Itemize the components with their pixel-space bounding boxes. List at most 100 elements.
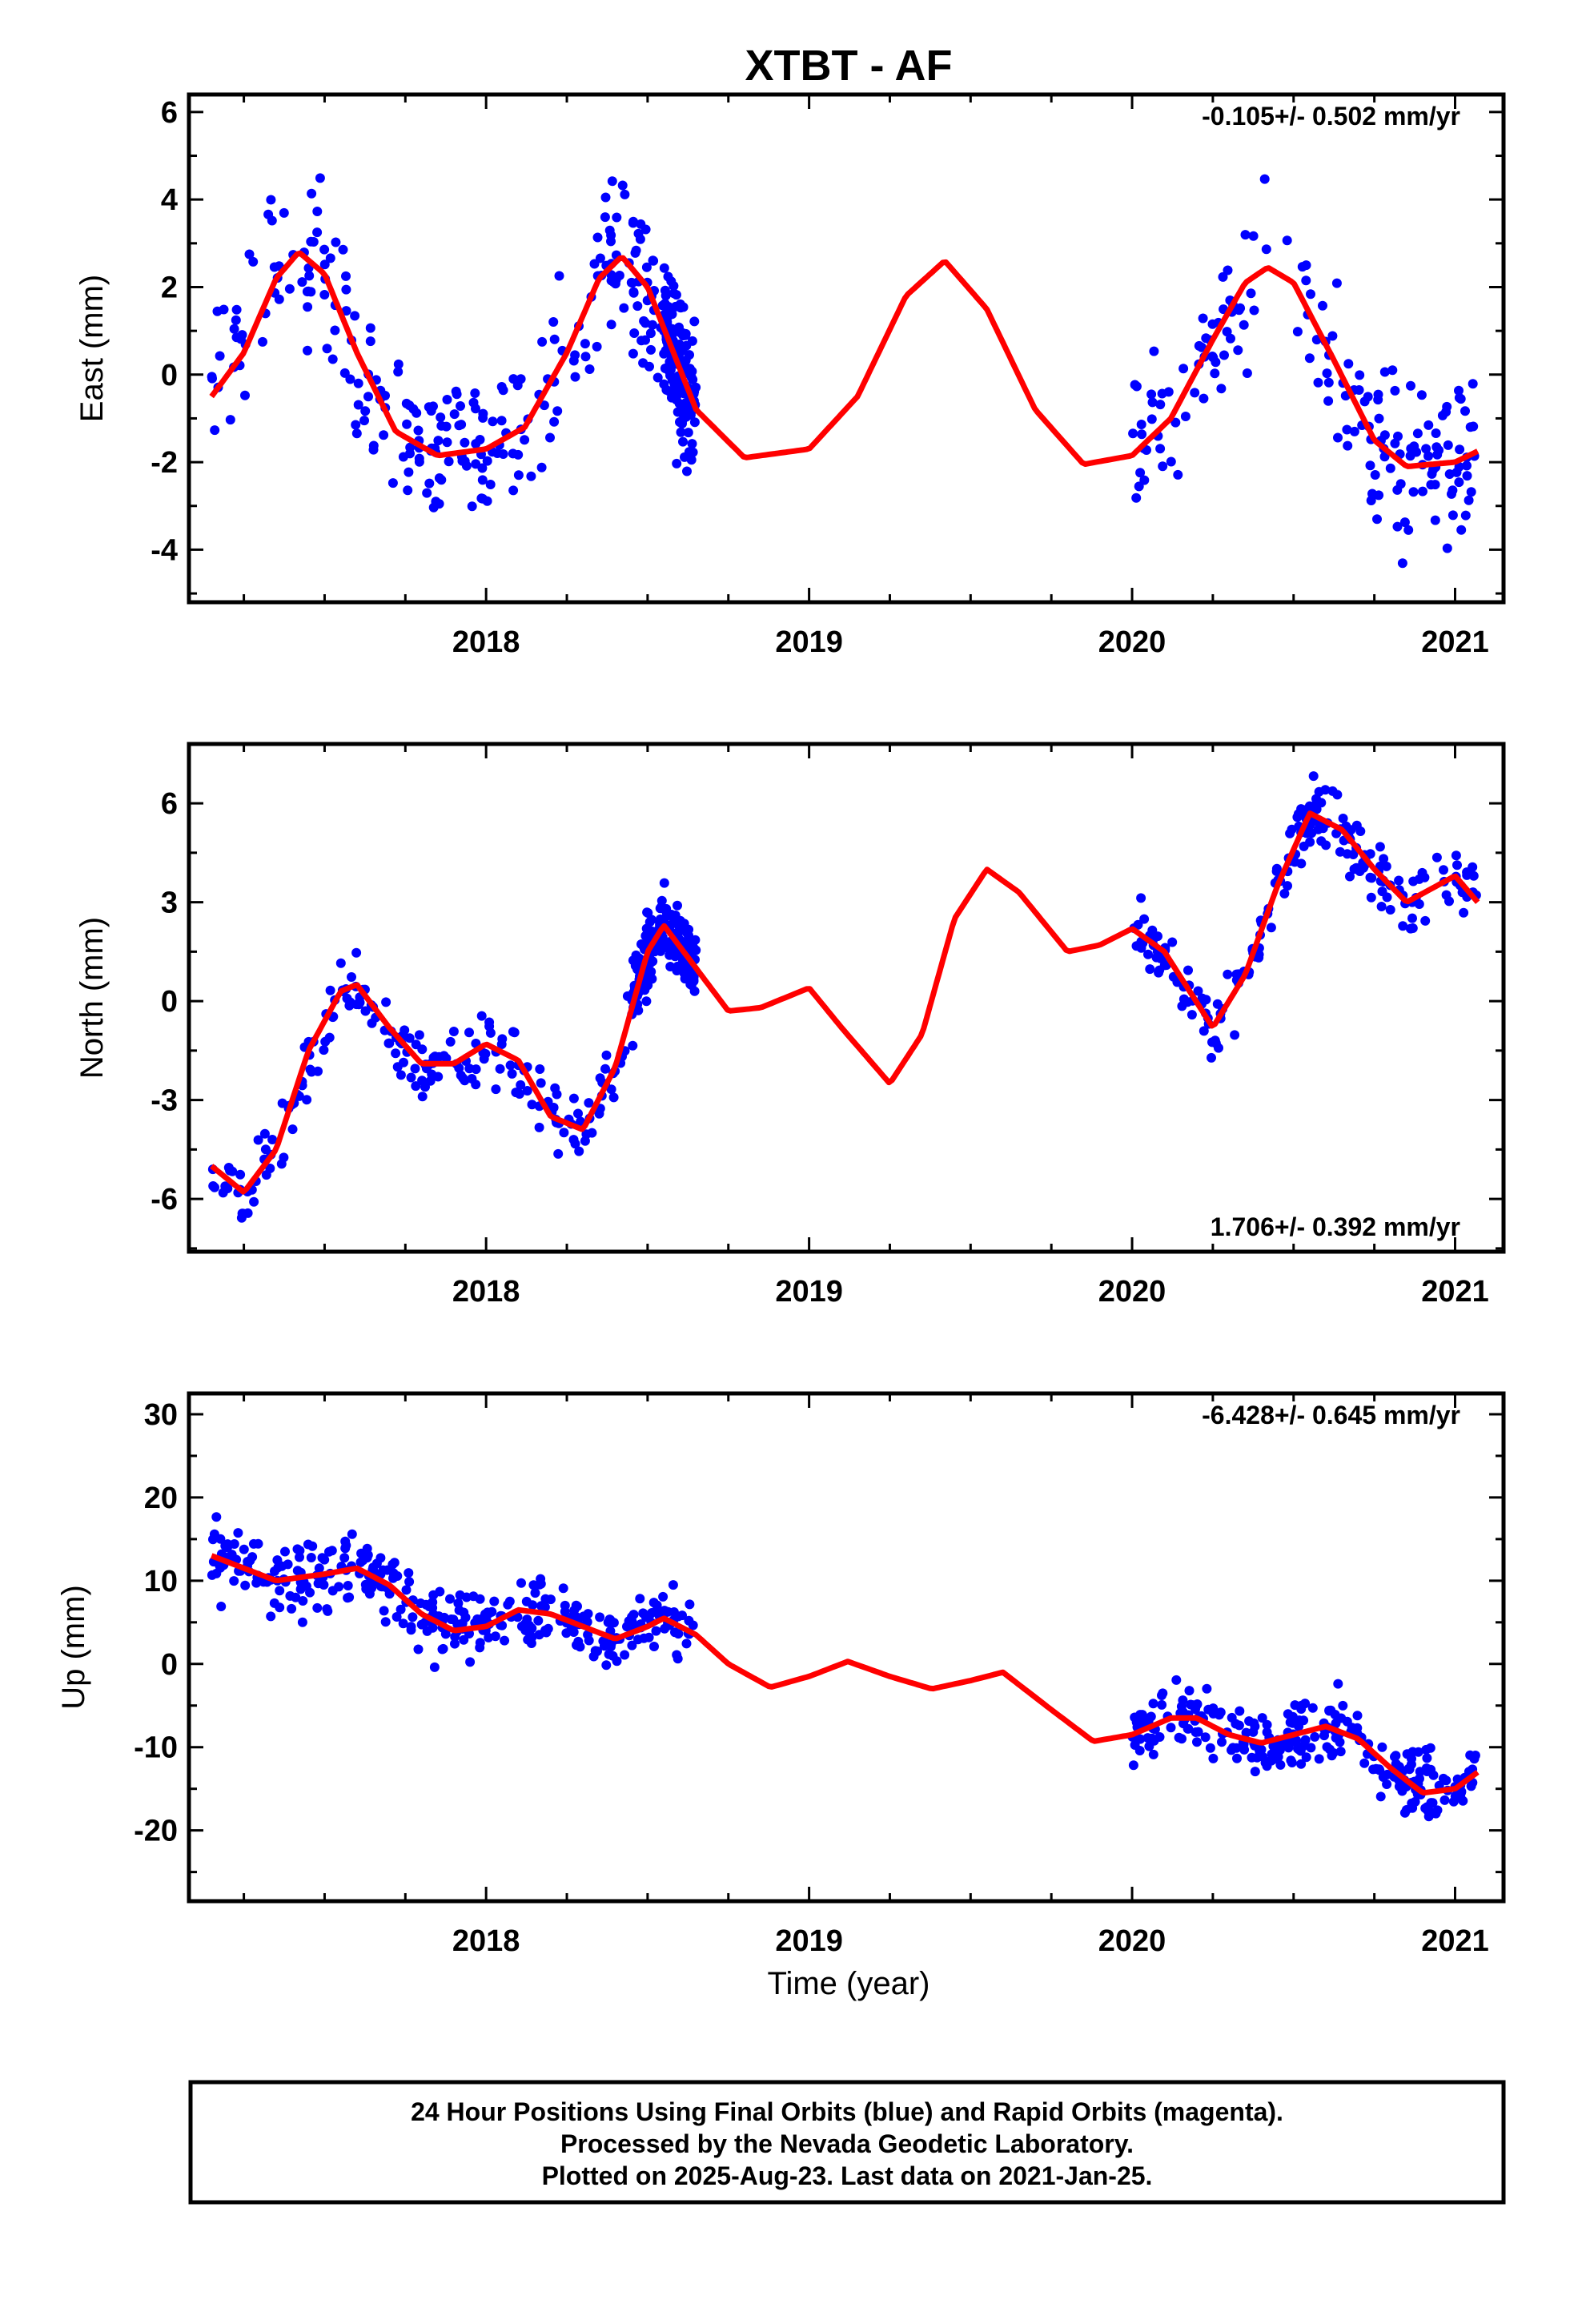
north-point — [641, 923, 652, 934]
east-point — [368, 440, 379, 451]
up-point — [536, 1601, 546, 1611]
up-point — [275, 1586, 285, 1596]
up-point — [635, 1594, 645, 1604]
north-point — [1407, 913, 1417, 923]
north-point — [1304, 801, 1315, 811]
east-point — [1385, 463, 1395, 473]
up-point — [312, 1602, 323, 1613]
east-point — [330, 325, 340, 336]
east-point — [468, 397, 479, 408]
footer-box: 24 Hour Positions Using Final Orbits (bl… — [188, 2080, 1506, 2205]
east-point — [351, 420, 361, 430]
north-point — [643, 975, 653, 986]
up-point — [1314, 1754, 1324, 1764]
up-point — [1248, 1727, 1259, 1737]
east-point — [267, 215, 277, 226]
east-point — [341, 271, 351, 281]
up-point — [248, 1538, 259, 1549]
east-point — [338, 244, 348, 255]
east-point — [1218, 271, 1228, 282]
up-point — [651, 1626, 661, 1636]
up-point — [1352, 1723, 1363, 1733]
north-point — [1214, 1043, 1223, 1053]
east-point — [537, 336, 548, 347]
up-point — [208, 1534, 218, 1545]
east-point — [1390, 438, 1400, 448]
up-point — [601, 1660, 612, 1671]
east-point — [617, 180, 628, 191]
north-panel: 2018 2019 2020 2021 6 3 0 -3 -6 North (mm) 1.706+/… — [74, 742, 1506, 1309]
up-fit-line — [210, 1553, 1480, 1796]
east-point — [628, 218, 638, 228]
east-point — [671, 290, 681, 300]
north-point — [594, 1108, 604, 1119]
east-point — [678, 436, 688, 447]
north-point — [1199, 1026, 1209, 1036]
up-point — [280, 1546, 290, 1557]
east-point — [660, 299, 670, 309]
up-point — [1244, 1716, 1255, 1727]
up-point — [404, 1577, 415, 1587]
up-point — [1130, 1712, 1140, 1723]
north-point — [1385, 905, 1395, 915]
footer-frame — [188, 2080, 1506, 2205]
north-point — [249, 1196, 259, 1207]
up-point — [1200, 1732, 1211, 1743]
east-point — [607, 176, 617, 187]
east-point — [1343, 440, 1353, 451]
up-point — [240, 1580, 251, 1590]
east-point — [606, 320, 616, 330]
up-point — [382, 1565, 392, 1575]
up-point — [1333, 1679, 1343, 1689]
east-point — [1370, 470, 1380, 480]
east-point — [1198, 313, 1208, 324]
east-point — [1158, 461, 1168, 472]
up-point — [558, 1583, 568, 1594]
north-point — [1381, 861, 1391, 871]
east-point — [1318, 300, 1327, 311]
east-point — [339, 368, 350, 378]
north-point — [497, 1034, 508, 1044]
east-point — [380, 391, 390, 400]
east-point — [1304, 353, 1315, 364]
east-point — [645, 328, 656, 339]
east-point — [545, 432, 555, 443]
up-points — [207, 1512, 1480, 1822]
north-point — [383, 1038, 394, 1048]
up-point — [459, 1634, 469, 1645]
east-point — [1222, 327, 1232, 337]
east-point — [477, 475, 488, 485]
up-point — [347, 1529, 357, 1539]
up-x-tick-label: 2019 — [775, 1924, 843, 1958]
east-point — [600, 212, 610, 223]
east-point — [1131, 493, 1142, 503]
north-point — [646, 967, 656, 977]
up-point — [340, 1543, 351, 1554]
east-point — [1233, 345, 1243, 356]
east-point — [1323, 377, 1334, 388]
east-point — [691, 382, 701, 392]
east-point — [404, 467, 414, 477]
east-point — [207, 373, 217, 384]
north-point — [642, 907, 652, 918]
north-point — [302, 1095, 312, 1105]
north-point — [460, 1076, 470, 1086]
up-y-tick-label: 10 — [144, 1565, 178, 1598]
east-point — [600, 192, 611, 203]
east-point — [341, 306, 351, 316]
north-point — [1299, 841, 1309, 851]
east-point — [442, 437, 452, 448]
up-point — [1174, 1732, 1184, 1743]
east-point — [393, 367, 404, 377]
north-frame — [187, 742, 1506, 1254]
east-point — [1136, 420, 1146, 429]
east-point — [640, 335, 650, 345]
east-point — [676, 427, 686, 437]
east-rate-label: -0.105+/- 0.502 mm/yr — [1202, 102, 1460, 131]
north-point — [568, 1093, 579, 1104]
east-point — [1460, 406, 1470, 416]
up-point — [384, 1589, 395, 1599]
east-point — [580, 352, 591, 362]
east-point — [436, 412, 446, 423]
up-point — [362, 1543, 372, 1554]
